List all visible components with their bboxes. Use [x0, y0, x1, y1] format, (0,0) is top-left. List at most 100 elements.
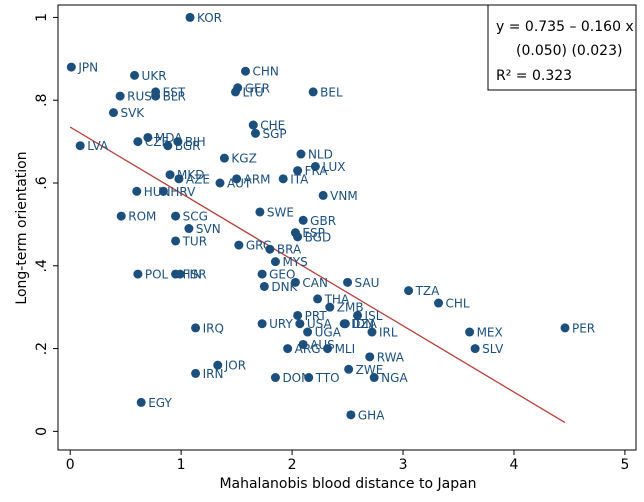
point-label: KOR: [197, 11, 222, 25]
y-tick-label: .4: [34, 259, 50, 272]
point: [234, 240, 244, 250]
point-label: ARG: [295, 342, 321, 356]
point-label: CAN: [302, 276, 328, 290]
point: [296, 149, 306, 159]
point: [250, 128, 260, 138]
point: [248, 120, 258, 130]
fit-line: [69, 126, 566, 424]
plot-frame: [57, 4, 637, 451]
point: [133, 137, 143, 147]
point: [344, 364, 354, 374]
point: [293, 166, 303, 176]
point: [367, 327, 377, 337]
point: [232, 174, 242, 184]
point: [158, 186, 168, 196]
point: [175, 269, 185, 279]
point: [75, 141, 85, 151]
point: [560, 323, 570, 333]
point-label: LTU: [243, 85, 264, 99]
point: [304, 373, 314, 383]
y-axis-title: Long-term orientation: [14, 151, 30, 304]
point: [151, 91, 161, 101]
point-label: SVK: [120, 106, 145, 120]
point: [215, 178, 225, 188]
point-label: AZE: [186, 172, 210, 186]
point: [165, 170, 175, 180]
point-label: GHA: [358, 408, 385, 422]
point: [163, 141, 173, 151]
point: [303, 327, 313, 337]
x-tick-label: 2: [288, 457, 297, 473]
point-label: JPN: [77, 61, 98, 75]
point: [191, 368, 201, 378]
point: [259, 281, 269, 291]
point: [171, 236, 181, 246]
point-label: PER: [572, 321, 595, 335]
point-label: GER: [245, 81, 270, 95]
point: [325, 302, 335, 312]
point-label: HRV: [170, 185, 196, 199]
point: [470, 344, 480, 354]
point: [213, 360, 223, 370]
point: [115, 91, 125, 101]
point: [184, 224, 194, 234]
point-label: URY: [269, 317, 293, 331]
y-tick-label: .8: [34, 94, 50, 107]
point-label: UGA: [315, 326, 342, 340]
x-tick-label: 1: [177, 457, 186, 473]
point-label: TUR: [182, 234, 207, 248]
point: [143, 132, 153, 142]
y-tick-label: .2: [34, 342, 50, 355]
point-label: USA: [307, 317, 333, 331]
point: [255, 207, 265, 217]
point-label: LUX: [322, 160, 345, 174]
point: [133, 269, 143, 279]
point-label: RUS: [127, 90, 152, 104]
point-label: UKR: [142, 69, 167, 83]
point: [278, 174, 288, 184]
point: [174, 174, 184, 184]
point: [108, 108, 118, 118]
point-label: BEL: [320, 85, 343, 99]
point-label: BRA: [277, 243, 302, 257]
x-tick-label: 0: [66, 457, 75, 473]
point-label: MYS: [282, 255, 307, 269]
point-label: ZWE: [356, 363, 384, 377]
point: [369, 373, 379, 383]
point: [353, 310, 363, 320]
point-label: IRN: [203, 367, 224, 381]
point-label: MKD: [177, 168, 204, 182]
annotation: R² = 0.323: [496, 68, 572, 84]
point: [257, 269, 267, 279]
point-label: IRL: [379, 326, 398, 340]
point-label: TZA: [415, 284, 441, 298]
point: [132, 186, 142, 196]
point-label: EGY: [148, 396, 172, 410]
point: [136, 397, 146, 407]
point: [283, 344, 293, 354]
point-label: TTO: [315, 371, 340, 385]
point-label: AUT: [227, 177, 252, 191]
point: [290, 277, 300, 287]
point-label: CHN: [252, 65, 278, 79]
point: [365, 352, 375, 362]
point: [130, 70, 140, 80]
x-axis-title: Mahalanobis blood distance to Japan: [219, 476, 476, 492]
point-label: BGD: [305, 230, 332, 244]
point-label: LVA: [87, 139, 109, 153]
point: [185, 12, 195, 22]
point-label: CHL: [446, 297, 470, 311]
point: [298, 215, 308, 225]
point-label: MLI: [335, 342, 356, 356]
point: [171, 211, 181, 221]
point-label: PRT: [305, 309, 328, 323]
x-tick-label: 5: [620, 457, 629, 473]
point-label: SLV: [482, 342, 504, 356]
point-label: GBR: [310, 214, 336, 228]
y-tick-label: 0: [34, 427, 50, 436]
point-label: ESP: [302, 226, 324, 240]
annotation: y = 0.735 – 0.160 x: [496, 19, 634, 35]
point-label: ROM: [128, 210, 156, 224]
point: [219, 153, 229, 163]
point: [308, 87, 318, 97]
